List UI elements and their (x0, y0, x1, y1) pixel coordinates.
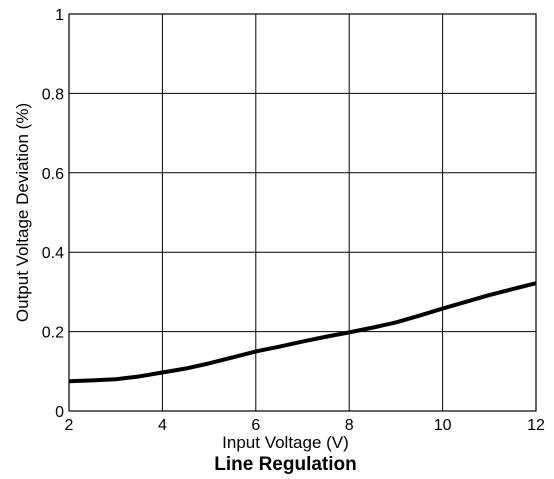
x-tick-label: 6 (251, 417, 260, 434)
x-axis-label: Input Voltage (V) (222, 433, 349, 452)
x-tick-label: 12 (527, 417, 545, 434)
x-tick-label: 4 (158, 417, 167, 434)
y-tick-label: 1 (55, 7, 64, 24)
grid-lines (69, 14, 536, 411)
plot-border (68, 13, 537, 412)
x-tick-label: 10 (434, 417, 452, 434)
y-tick-label: 0.4 (42, 245, 64, 262)
y-tick-label: 0.6 (42, 166, 64, 183)
y-axis-ticks: 0 0.2 0.4 0.6 0.8 1 (42, 7, 64, 421)
x-axis-ticks: 2 4 6 8 10 12 (65, 417, 545, 434)
y-tick-label: 0.8 (42, 86, 64, 103)
series-line (68, 281, 537, 384)
x-tick-label: 2 (65, 417, 74, 434)
y-tick-label: 0 (55, 404, 64, 421)
series-layer (68, 281, 537, 384)
plot-area (68, 13, 537, 412)
y-tick-label: 0.2 (42, 325, 64, 342)
y-axis-label: Output Voltage Deviation (%) (13, 103, 32, 322)
chart-title: Line Regulation (214, 454, 357, 475)
x-tick-label: 8 (345, 417, 354, 434)
